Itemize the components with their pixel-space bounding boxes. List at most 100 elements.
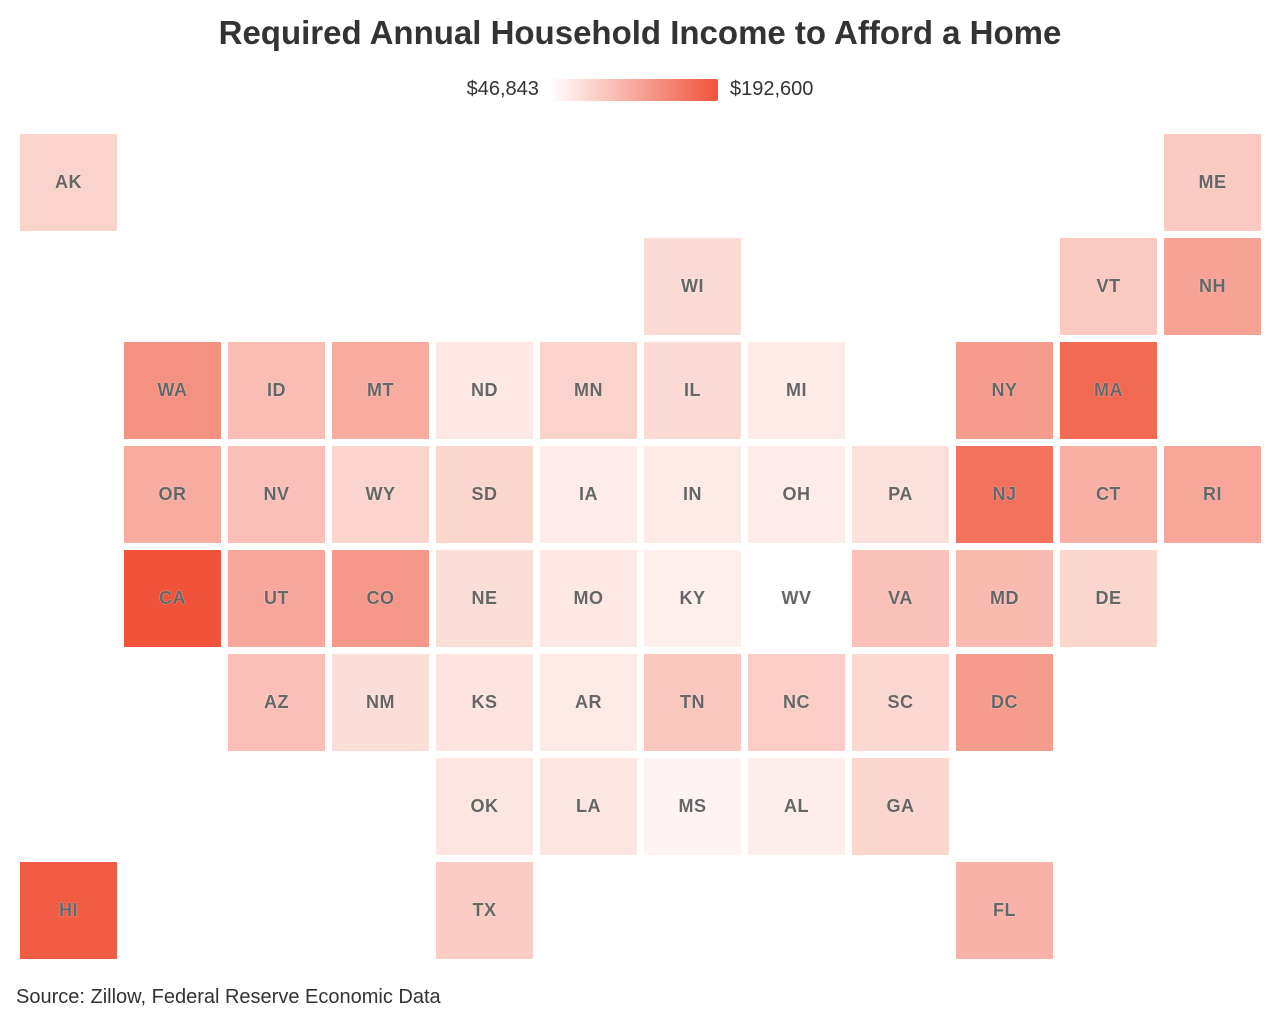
state-label: SD bbox=[471, 484, 498, 504]
state-label: MD bbox=[990, 588, 1019, 608]
state-label: FL bbox=[993, 900, 1016, 920]
state-label: KS bbox=[471, 692, 498, 712]
state-tile-ky: KY bbox=[644, 550, 741, 647]
state-tile-oh: OH bbox=[748, 446, 845, 543]
state-tile-sc: SC bbox=[852, 654, 949, 751]
state-label: OK bbox=[470, 796, 499, 816]
state-tile-nm: NM bbox=[332, 654, 429, 751]
state-tile-nc: NC bbox=[748, 654, 845, 751]
state-tile-vt: VT bbox=[1060, 238, 1157, 335]
state-tile-nj: NJ bbox=[956, 446, 1053, 543]
state-label: VT bbox=[1096, 276, 1121, 296]
state-tile-tn: TN bbox=[644, 654, 741, 751]
state-label: NM bbox=[366, 692, 395, 712]
state-tile-mi: MI bbox=[748, 342, 845, 439]
state-label: MS bbox=[678, 796, 707, 816]
state-tile-md: MD bbox=[956, 550, 1053, 647]
state-label: AR bbox=[575, 692, 602, 712]
state-tile-la: LA bbox=[540, 758, 637, 855]
state-tile-il: IL bbox=[644, 342, 741, 439]
state-label: MI bbox=[786, 380, 807, 400]
state-label: VA bbox=[888, 588, 913, 608]
state-tile-or: OR bbox=[124, 446, 221, 543]
state-label: NH bbox=[1199, 276, 1226, 296]
state-label: DC bbox=[991, 692, 1018, 712]
state-tile-tx: TX bbox=[436, 862, 533, 959]
state-tile-nd: ND bbox=[436, 342, 533, 439]
state-tile-ga: GA bbox=[852, 758, 949, 855]
state-label: MN bbox=[574, 380, 603, 400]
state-tile-hi: HI bbox=[20, 862, 117, 959]
state-tile-ms: MS bbox=[644, 758, 741, 855]
state-label: IN bbox=[683, 484, 702, 504]
state-label: MA bbox=[1094, 380, 1123, 400]
legend-min-label: $46,843 bbox=[466, 78, 539, 101]
state-tile-ia: IA bbox=[540, 446, 637, 543]
state-label: ND bbox=[471, 380, 498, 400]
state-label: CT bbox=[1096, 484, 1121, 504]
state-label: OH bbox=[782, 484, 811, 504]
state-tile-wi: WI bbox=[644, 238, 741, 335]
state-tile-mn: MN bbox=[540, 342, 637, 439]
state-label: TN bbox=[680, 692, 705, 712]
state-tile-de: DE bbox=[1060, 550, 1157, 647]
state-tile-sd: SD bbox=[436, 446, 533, 543]
state-tile-ar: AR bbox=[540, 654, 637, 751]
state-tile-wa: WA bbox=[124, 342, 221, 439]
state-tile-va: VA bbox=[852, 550, 949, 647]
source-note: Source: Zillow, Federal Reserve Economic… bbox=[16, 986, 441, 1008]
state-tile-ri: RI bbox=[1164, 446, 1261, 543]
state-label: LA bbox=[576, 796, 601, 816]
state-label: MT bbox=[367, 380, 394, 400]
state-tile-wy: WY bbox=[332, 446, 429, 543]
state-label: GA bbox=[886, 796, 915, 816]
legend-gradient-bar bbox=[550, 78, 719, 101]
state-label: UT bbox=[264, 588, 289, 608]
state-label: WI bbox=[681, 276, 704, 296]
state-label: OR bbox=[158, 484, 187, 504]
state-tile-ks: KS bbox=[436, 654, 533, 751]
legend-max-label: $192,600 bbox=[730, 78, 814, 101]
state-label: PA bbox=[888, 484, 913, 504]
state-label: CO bbox=[366, 588, 395, 608]
state-label: RI bbox=[1203, 484, 1222, 504]
state-tile-az: AZ bbox=[228, 654, 325, 751]
state-tile-co: CO bbox=[332, 550, 429, 647]
state-label: KY bbox=[679, 588, 706, 608]
state-label: MO bbox=[573, 588, 604, 608]
state-tile-in: IN bbox=[644, 446, 741, 543]
state-label: WY bbox=[365, 484, 396, 504]
state-tile-ma: MA bbox=[1060, 342, 1157, 439]
state-label: CA bbox=[159, 588, 186, 608]
state-label: AK bbox=[55, 172, 82, 192]
state-label: WA bbox=[157, 380, 188, 400]
state-label: IL bbox=[684, 380, 701, 400]
state-label: NC bbox=[783, 692, 810, 712]
state-label: AZ bbox=[264, 692, 289, 712]
state-tile-ne: NE bbox=[436, 550, 533, 647]
state-tile-ny: NY bbox=[956, 342, 1053, 439]
state-tile-mt: MT bbox=[332, 342, 429, 439]
state-tile-dc: DC bbox=[956, 654, 1053, 751]
state-tile-al: AL bbox=[748, 758, 845, 855]
state-label: HI bbox=[59, 900, 78, 920]
state-tile-fl: FL bbox=[956, 862, 1053, 959]
state-tile-mo: MO bbox=[540, 550, 637, 647]
state-label: NV bbox=[263, 484, 290, 504]
state-tile-ca: CA bbox=[124, 550, 221, 647]
state-tile-ct: CT bbox=[1060, 446, 1157, 543]
state-label: NJ bbox=[992, 484, 1017, 504]
state-tile-ok: OK bbox=[436, 758, 533, 855]
state-tile-me: ME bbox=[1164, 134, 1261, 231]
state-label: SC bbox=[887, 692, 914, 712]
state-label: DE bbox=[1095, 588, 1122, 608]
state-tile-wv: WV bbox=[748, 550, 845, 647]
state-tile-nh: NH bbox=[1164, 238, 1261, 335]
state-tile-ak: AK bbox=[20, 134, 117, 231]
state-label: AL bbox=[784, 796, 809, 816]
state-tile-nv: NV bbox=[228, 446, 325, 543]
state-tile-ut: UT bbox=[228, 550, 325, 647]
state-tile-id: ID bbox=[228, 342, 325, 439]
chart-title: Required Annual Household Income to Affo… bbox=[218, 14, 1062, 51]
